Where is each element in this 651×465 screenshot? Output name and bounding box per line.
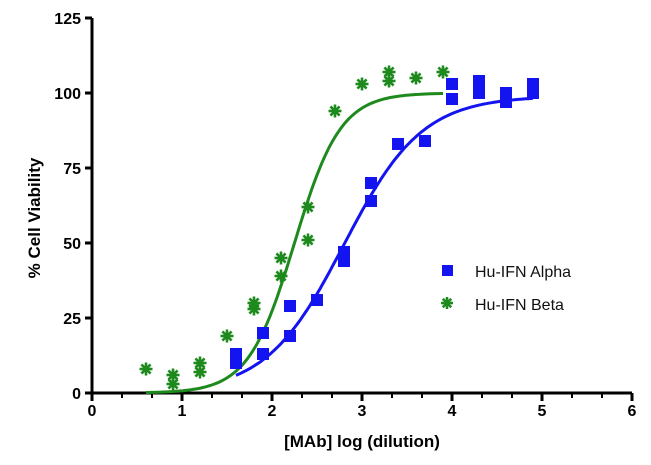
data-point-beta xyxy=(247,302,261,316)
data-points xyxy=(139,65,539,391)
data-point-beta xyxy=(355,77,369,91)
data-point-alpha xyxy=(419,135,431,147)
y-axis-title: % Cell Viability xyxy=(25,157,44,278)
x-tick-label: 5 xyxy=(538,403,547,420)
x-axis-title: [MAb] log (dilution) xyxy=(284,432,440,451)
data-point-alpha xyxy=(446,93,458,105)
y-tick-label: 25 xyxy=(63,311,81,328)
data-point-beta xyxy=(328,104,342,118)
legend-marker-alpha xyxy=(442,265,453,276)
x-tick-label: 2 xyxy=(268,403,277,420)
data-point-alpha xyxy=(500,96,512,108)
legend-marker-beta xyxy=(441,297,453,309)
legend-asterisk-icon xyxy=(441,297,453,309)
data-point-beta xyxy=(274,251,288,265)
x-tick-label: 1 xyxy=(178,403,187,420)
data-point-alpha xyxy=(446,78,458,90)
y-tick-label: 125 xyxy=(54,11,81,28)
data-point-alpha xyxy=(284,330,296,342)
legend-label-beta: Hu-IFN Beta xyxy=(475,297,564,314)
data-point-alpha xyxy=(365,195,377,207)
fit-curve-beta xyxy=(146,92,443,394)
data-point-alpha xyxy=(257,327,269,339)
legend: Hu-IFN Alpha Hu-IFN Beta xyxy=(441,264,571,314)
data-point-alpha xyxy=(257,348,269,360)
data-point-beta xyxy=(274,269,288,283)
data-point-beta xyxy=(166,377,180,391)
fit-curves xyxy=(146,92,534,394)
data-point-beta xyxy=(301,200,315,214)
data-point-alpha xyxy=(338,255,350,267)
data-point-beta xyxy=(166,368,180,382)
x-tick-label: 4 xyxy=(448,403,457,420)
data-point-beta xyxy=(436,65,450,79)
data-point-beta xyxy=(193,365,207,379)
axes: 0 25 50 75 100 125 0 1 2 3 4 5 6 xyxy=(54,11,636,420)
data-point-beta xyxy=(382,74,396,88)
x-tick-label: 3 xyxy=(358,403,367,420)
data-point-alpha xyxy=(230,357,242,369)
data-point-alpha xyxy=(473,87,485,99)
y-tick-label: 100 xyxy=(54,86,81,103)
data-point-alpha xyxy=(473,75,485,87)
data-point-alpha xyxy=(284,300,296,312)
y-tick-label: 0 xyxy=(72,386,81,403)
data-point-alpha xyxy=(365,177,377,189)
y-tick-label: 75 xyxy=(63,161,81,178)
y-tick-label: 50 xyxy=(63,236,81,253)
data-point-beta xyxy=(139,362,153,376)
data-point-alpha xyxy=(311,294,323,306)
x-tick-label: 0 xyxy=(88,403,97,420)
fit-curve-alpha xyxy=(235,96,534,377)
data-point-alpha xyxy=(392,138,404,150)
data-point-beta xyxy=(409,71,423,85)
legend-label-alpha: Hu-IFN Alpha xyxy=(475,264,571,281)
data-point-beta xyxy=(382,65,396,79)
data-point-alpha xyxy=(527,87,539,99)
data-point-beta xyxy=(220,329,234,343)
x-tick-label: 6 xyxy=(628,403,637,420)
data-point-beta xyxy=(301,233,315,247)
